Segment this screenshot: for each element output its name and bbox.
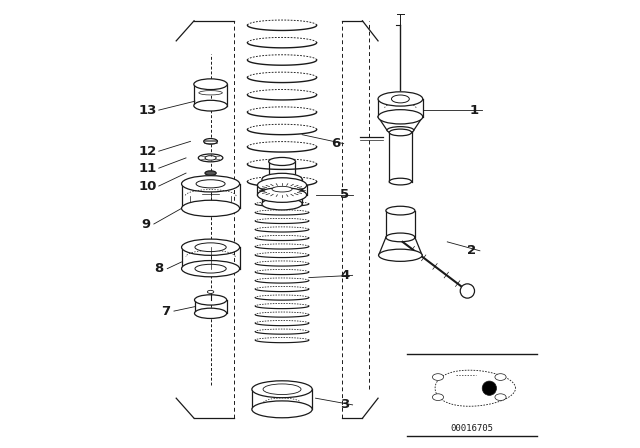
Text: 4: 4 bbox=[340, 269, 349, 282]
Ellipse shape bbox=[433, 374, 444, 380]
Ellipse shape bbox=[379, 249, 422, 261]
Ellipse shape bbox=[257, 178, 307, 193]
Ellipse shape bbox=[199, 90, 222, 95]
Ellipse shape bbox=[205, 171, 216, 175]
Ellipse shape bbox=[389, 178, 412, 185]
Text: 9: 9 bbox=[141, 217, 150, 231]
Ellipse shape bbox=[182, 261, 239, 277]
Ellipse shape bbox=[195, 264, 226, 273]
Text: 13: 13 bbox=[139, 103, 157, 116]
Text: 10: 10 bbox=[139, 180, 157, 193]
Ellipse shape bbox=[378, 110, 423, 124]
Ellipse shape bbox=[495, 374, 506, 380]
Text: 3: 3 bbox=[340, 398, 349, 411]
Ellipse shape bbox=[269, 175, 296, 183]
Text: 8: 8 bbox=[155, 262, 164, 275]
Ellipse shape bbox=[269, 157, 296, 165]
Text: 2: 2 bbox=[467, 244, 476, 257]
Ellipse shape bbox=[195, 308, 227, 319]
Ellipse shape bbox=[182, 239, 239, 255]
Text: 6: 6 bbox=[331, 137, 340, 150]
Ellipse shape bbox=[433, 394, 444, 401]
Circle shape bbox=[482, 381, 497, 396]
Ellipse shape bbox=[194, 100, 227, 111]
Text: 7: 7 bbox=[161, 305, 170, 318]
Ellipse shape bbox=[207, 290, 214, 293]
Text: 1: 1 bbox=[470, 103, 479, 116]
Ellipse shape bbox=[495, 394, 506, 401]
Ellipse shape bbox=[272, 186, 292, 192]
Ellipse shape bbox=[182, 176, 239, 192]
Text: 5: 5 bbox=[340, 189, 349, 202]
Ellipse shape bbox=[386, 206, 415, 215]
Ellipse shape bbox=[389, 129, 412, 136]
Ellipse shape bbox=[263, 384, 301, 395]
Ellipse shape bbox=[257, 188, 307, 202]
Ellipse shape bbox=[196, 180, 225, 188]
Ellipse shape bbox=[252, 381, 312, 398]
Text: 12: 12 bbox=[139, 145, 157, 158]
Circle shape bbox=[460, 284, 474, 298]
Ellipse shape bbox=[386, 233, 415, 242]
Ellipse shape bbox=[392, 95, 410, 103]
Ellipse shape bbox=[262, 173, 302, 185]
Ellipse shape bbox=[204, 138, 218, 144]
Ellipse shape bbox=[195, 295, 227, 305]
Ellipse shape bbox=[205, 155, 216, 160]
Ellipse shape bbox=[387, 127, 414, 134]
Ellipse shape bbox=[252, 401, 312, 418]
Ellipse shape bbox=[182, 200, 239, 216]
Ellipse shape bbox=[262, 198, 302, 210]
Ellipse shape bbox=[194, 79, 227, 90]
Ellipse shape bbox=[195, 243, 226, 252]
Ellipse shape bbox=[378, 92, 423, 106]
Ellipse shape bbox=[198, 154, 223, 162]
Text: 11: 11 bbox=[139, 162, 157, 175]
Text: 00016705: 00016705 bbox=[451, 423, 493, 433]
